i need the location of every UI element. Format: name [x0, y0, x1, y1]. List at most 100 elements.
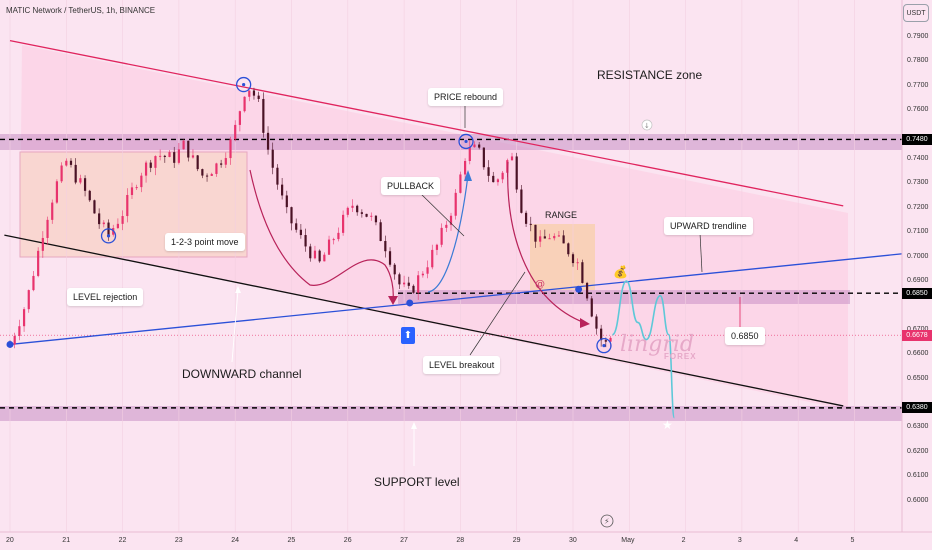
candle-body: [224, 158, 227, 165]
candle-body: [356, 205, 359, 213]
trendline-touch-dot: [406, 299, 414, 307]
flash-icon[interactable]: [600, 514, 614, 528]
candle-body: [243, 96, 246, 112]
label-price-rebound: PRICE rebound: [428, 88, 504, 106]
candle-body: [182, 140, 185, 150]
candle-body: [403, 282, 406, 285]
leader-support-head: [411, 422, 417, 429]
candle-body: [379, 222, 382, 241]
start-dot: [6, 340, 14, 348]
range-break-dot: [575, 285, 583, 293]
level-rejection-circle-dot: [106, 234, 111, 238]
candle-body: [539, 236, 542, 242]
candle-body: [463, 160, 467, 175]
arrow-downmove: [507, 161, 586, 324]
candle-body: [65, 160, 68, 166]
x-tick-label: 29: [512, 537, 521, 544]
candle-body: [459, 174, 462, 193]
range-zone: [530, 224, 595, 290]
candles: [8, 87, 612, 349]
candle-body: [576, 262, 579, 264]
candle-body: [191, 155, 195, 158]
y-tick-label: 0.6200: [907, 447, 929, 455]
x-tick-label: 23: [174, 537, 183, 544]
candle-body: [595, 316, 598, 329]
x-tick-label: 4: [794, 537, 799, 544]
candle-body: [135, 187, 138, 189]
y-tick-label: 0.7000: [907, 252, 929, 260]
candle-body: [412, 285, 415, 293]
candle-body: [13, 335, 16, 345]
y-tick-label: 0.6000: [907, 496, 929, 504]
candle-body: [609, 337, 612, 342]
candle-body: [501, 172, 504, 180]
y-tick-label: 0.6700: [907, 326, 928, 333]
resistance-level-band: [0, 134, 902, 150]
candle-body: [41, 237, 44, 251]
dollar-bag-icon[interactable]: 💰: [613, 265, 628, 279]
candle-body: [238, 111, 241, 125]
candle-body: [581, 262, 584, 283]
watermark-sub: FOREX: [664, 352, 697, 361]
currency-badge[interactable]: USDT: [903, 4, 929, 22]
candle-body: [567, 243, 570, 255]
x-tick-label: 27: [400, 537, 408, 544]
candle-body: [299, 229, 302, 236]
label-downward-channel: DOWNWARD channel: [182, 367, 302, 381]
leader-downward: [231, 289, 239, 363]
candle-body: [79, 178, 82, 183]
y-tick-label: 0.6500: [907, 374, 929, 382]
candle-body: [27, 290, 30, 310]
x-tick-label: 5: [850, 537, 855, 544]
candle-body: [449, 215, 453, 225]
y-tick-label: 0.7200: [907, 203, 929, 211]
label-upward-trendline: UPWARD trendline: [664, 217, 753, 235]
candle-body: [102, 222, 105, 225]
price-axis-bg: [902, 0, 932, 550]
candle-body: [83, 178, 87, 191]
candle-body: [220, 163, 223, 165]
candle-body: [290, 207, 293, 224]
label-level-rejection: LEVEL rejection: [67, 288, 144, 306]
download-icon[interactable]: [641, 119, 653, 131]
label-pullback: PULLBACK: [381, 177, 441, 195]
arrow-pullback: [427, 174, 469, 293]
symbol-header: MATIC Network / TetherUS, 1h, BINANCE: [6, 6, 156, 15]
candle-body: [346, 207, 349, 215]
leader-upward: [699, 232, 703, 273]
x-tick-label: 26: [343, 537, 352, 544]
candle-body: [187, 140, 190, 158]
candle-body: [201, 169, 204, 176]
y-tick-label: 0.6900: [907, 277, 929, 284]
leader-breakout: [469, 271, 526, 356]
support-level-band: [0, 406, 902, 421]
candle-body: [478, 144, 481, 148]
upward_trendline[interactable]: [9, 252, 911, 346]
top-circle-dot: [242, 82, 246, 87]
x-tick-label: 21: [62, 537, 71, 544]
resistance_trendline[interactable]: [9, 40, 844, 207]
arrow-head-1: [388, 296, 398, 305]
leader-downward-head: [235, 286, 241, 293]
candle-body: [426, 267, 429, 274]
candle-body: [140, 175, 143, 188]
label-range: RANGE: [545, 210, 578, 220]
candle-body: [384, 240, 387, 252]
candle-body: [266, 132, 270, 150]
candle-body: [196, 155, 199, 170]
y-tick-label: 0.7100: [907, 228, 929, 236]
label-resistance-zone: RESISTANCE zone: [597, 68, 703, 82]
label-support-level: SUPPORT level: [374, 475, 460, 489]
channel_support_trendline[interactable]: [4, 234, 844, 407]
candle-body: [398, 274, 401, 285]
candle-body: [421, 273, 424, 276]
candle-body: [116, 223, 120, 229]
candle-body: [529, 223, 532, 225]
y-tick-label: 0.7400: [907, 155, 929, 162]
candle-body: [515, 156, 518, 190]
candle-body: [393, 264, 396, 275]
svg-text:⚡: ⚡: [604, 517, 610, 526]
x-tick-label: 25: [287, 537, 296, 544]
candle-body: [55, 181, 59, 203]
